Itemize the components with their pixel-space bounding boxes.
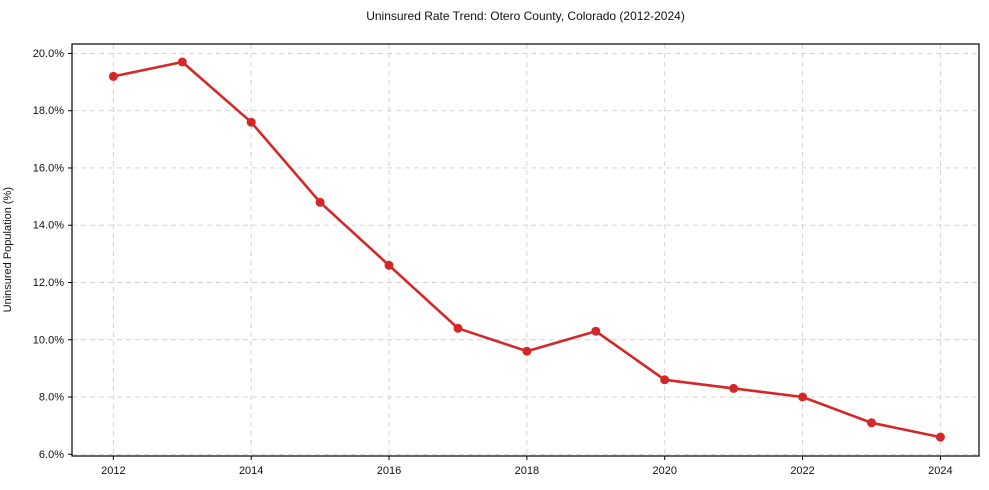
- y-tick-label: 8.0%: [39, 392, 64, 404]
- y-tick-label: 16.0%: [33, 162, 64, 174]
- y-tick-label: 14.0%: [33, 220, 64, 232]
- data-point-marker: [935, 432, 945, 442]
- data-point-marker: [660, 375, 670, 385]
- data-point-marker: [108, 71, 118, 81]
- x-tick-label: 2016: [377, 465, 401, 477]
- data-point-marker: [591, 326, 601, 336]
- data-point-marker: [384, 260, 394, 270]
- x-tick-label: 2020: [652, 465, 676, 477]
- data-point-marker: [798, 392, 808, 402]
- y-tick-label: 12.0%: [33, 277, 64, 289]
- y-tick-label: 18.0%: [33, 105, 64, 117]
- x-tick-label: 2018: [515, 465, 539, 477]
- x-tick-label: 2012: [101, 465, 125, 477]
- data-point-marker: [177, 57, 187, 67]
- x-tick-label: 2024: [928, 465, 952, 477]
- data-point-marker: [453, 323, 463, 333]
- y-tick-label: 20.0%: [33, 48, 64, 60]
- data-point-marker: [246, 117, 256, 127]
- x-tick-label: 2014: [239, 465, 263, 477]
- data-point-marker: [315, 197, 325, 207]
- data-point-marker: [867, 418, 876, 428]
- chart-title: Uninsured Rate Trend: Otero County, Colo…: [366, 9, 685, 23]
- y-tick-label: 10.0%: [33, 334, 64, 346]
- data-point-marker: [729, 383, 739, 393]
- plot-box: [71, 43, 980, 457]
- x-tick-label: 2022: [790, 465, 814, 477]
- data-point-marker: [522, 346, 532, 356]
- y-tick-label: 6.0%: [39, 449, 64, 461]
